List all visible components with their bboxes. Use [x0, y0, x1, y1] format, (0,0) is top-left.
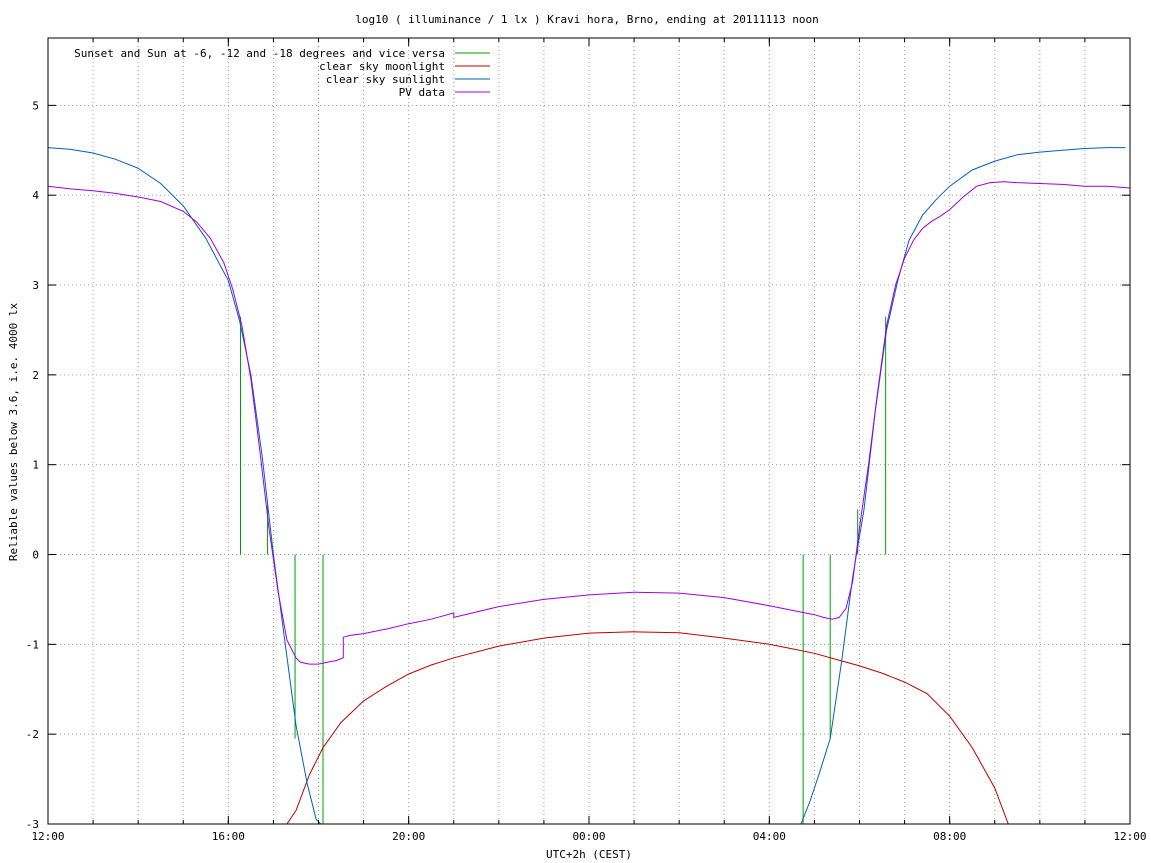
series-pv-data: [48, 181, 1130, 665]
y-tick-label: 0: [32, 549, 39, 562]
x-axis-label: UTC+2h (CEST): [546, 848, 632, 861]
series-sunset-and-sun-at-6-12-and-18-degrees-and-vice-versa: [240, 316, 887, 824]
y-tick-label: 2: [32, 369, 39, 382]
legend-label: Sunset and Sun at -6, -12 and -18 degree…: [74, 47, 445, 60]
y-tick-label: 5: [32, 99, 39, 112]
legend-label: PV data: [399, 86, 445, 99]
series-clear-sky-moonlight: [286, 631, 1009, 824]
x-tick-label: 08:00: [933, 830, 966, 843]
legend-label: clear sky sunlight: [326, 73, 445, 86]
line-pv-data: [48, 181, 1130, 665]
line-clear-sky-sunlight: [48, 147, 322, 824]
y-tick-label: -2: [26, 728, 39, 741]
x-tick-label: 12:00: [31, 830, 64, 843]
legend: Sunset and Sun at -6, -12 and -18 degree…: [74, 47, 490, 99]
axis-ticks: -3 -2 -1 0 1 2 3 4 5 12:00 16:00 20:00 00:00 04:00 08:…: [26, 38, 1147, 843]
y-tick-label: -3: [26, 818, 39, 831]
y-axis-label: Reliable values below 3.6, i.e. 4000 lx: [7, 302, 20, 561]
x-tick-label: 00:00: [572, 830, 605, 843]
x-tick-label: 04:00: [753, 830, 786, 843]
x-tick-label: 16:00: [212, 830, 245, 843]
chart-title: log10 ( illuminance / 1 lx ) Kravi hora,…: [355, 13, 819, 26]
series-clear-sky-sunlight: [48, 147, 1126, 824]
y-tick-label: 1: [32, 459, 39, 472]
y-tick-label: 4: [32, 189, 39, 202]
y-tick-label: 3: [32, 279, 39, 292]
y-tick-label: -1: [26, 638, 39, 651]
plot-series: [48, 147, 1130, 824]
line-clear-sky-moonlight: [286, 631, 1009, 824]
x-tick-label: 20:00: [392, 830, 425, 843]
x-tick-label: 12:00: [1113, 830, 1146, 843]
line-clear-sky-sunlight: [800, 147, 1126, 824]
grid: [48, 38, 1130, 824]
legend-label: clear sky moonlight: [319, 60, 445, 73]
